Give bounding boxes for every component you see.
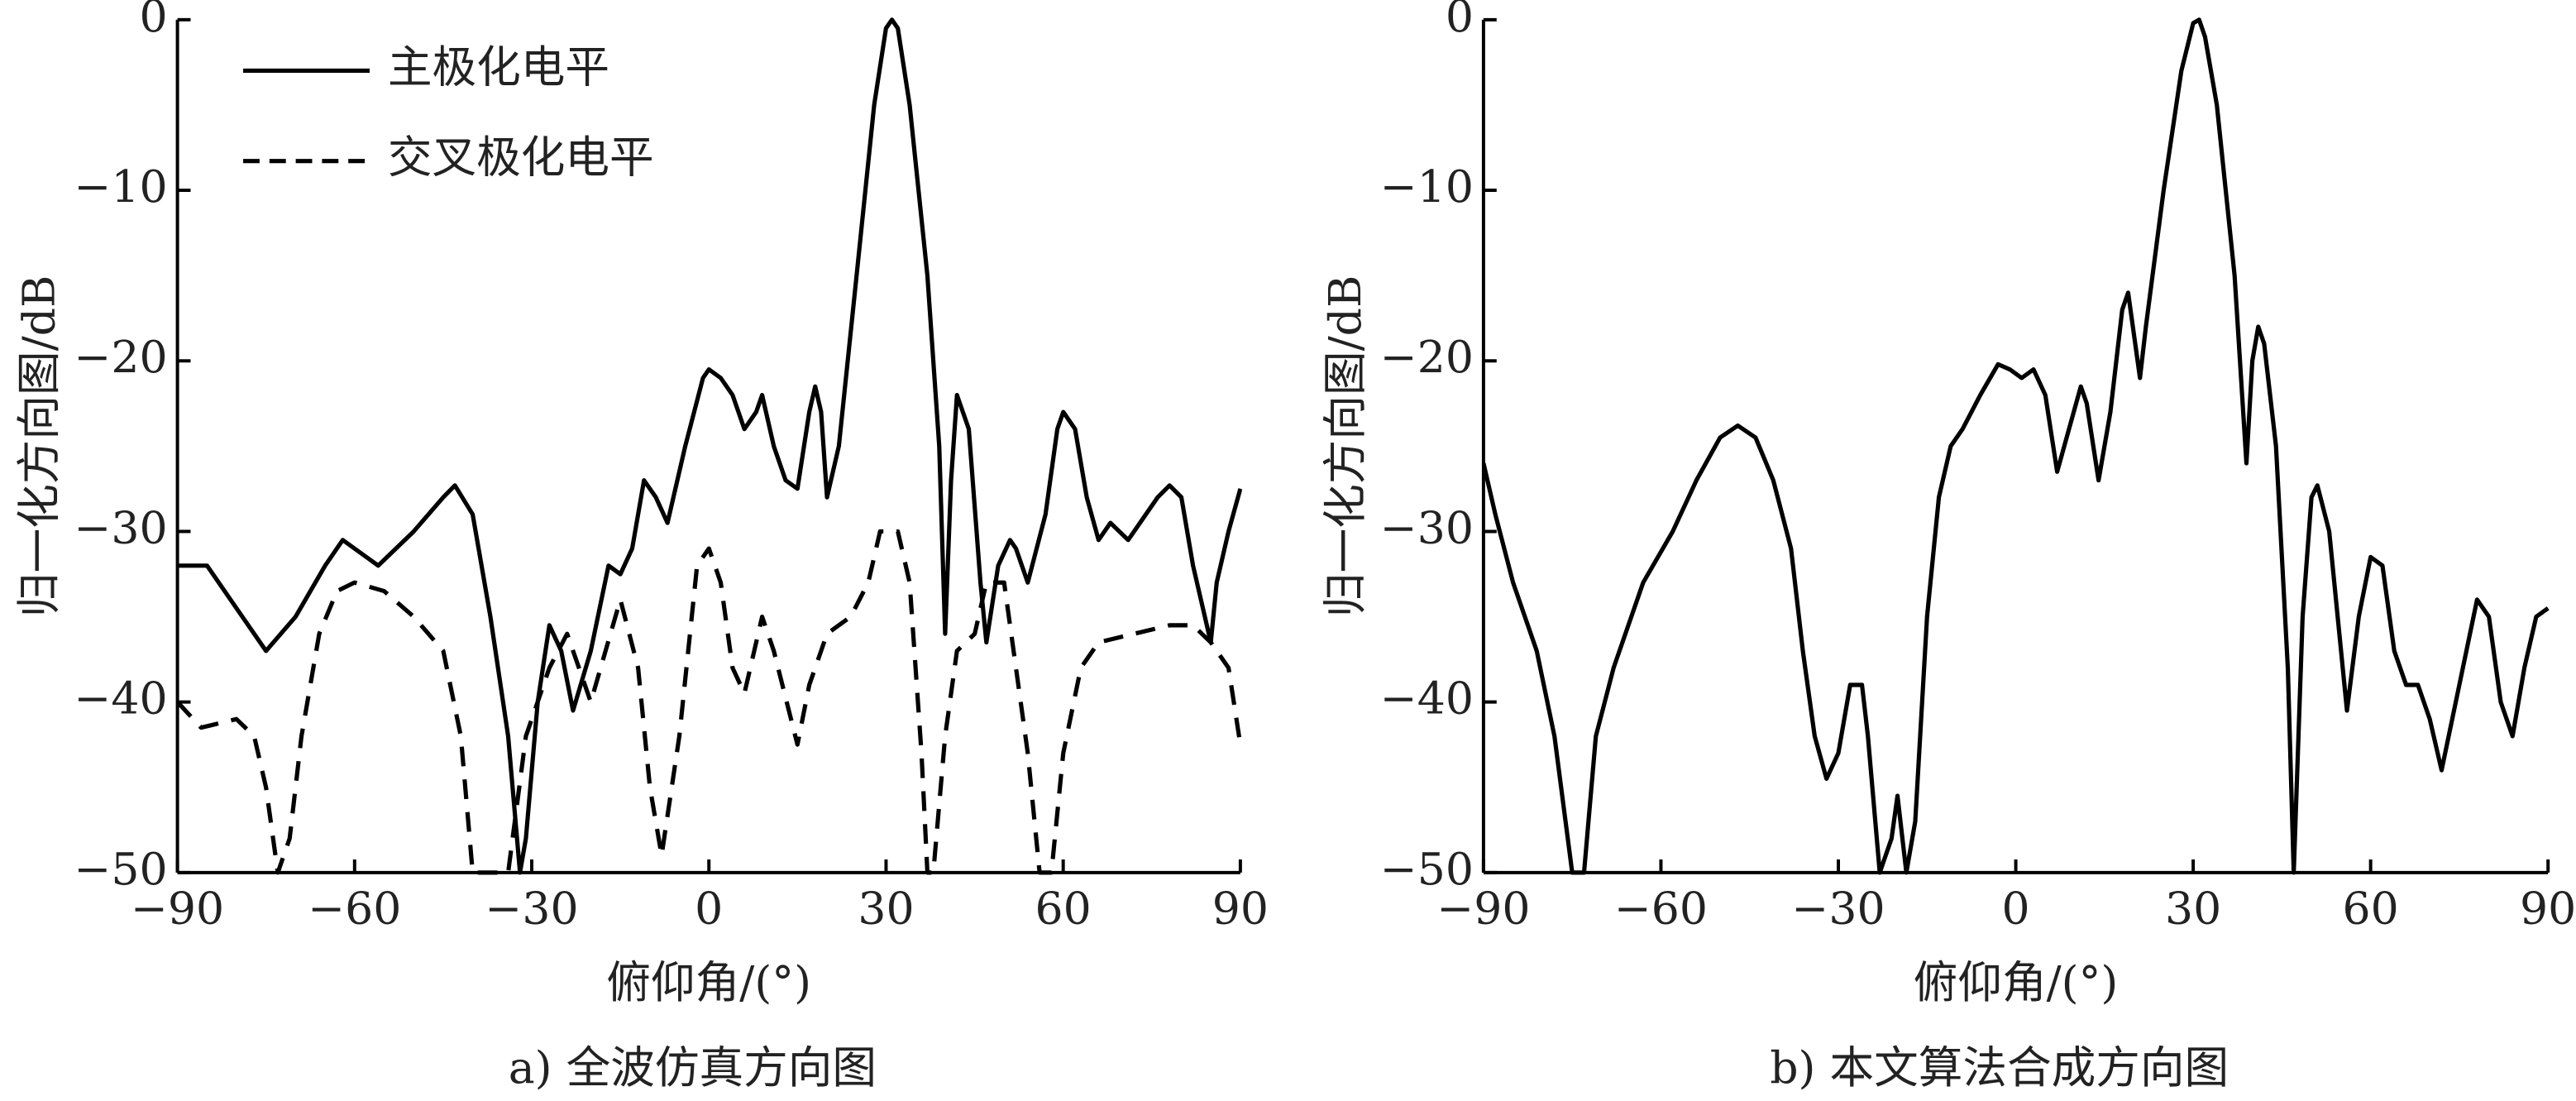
x-tick-label: −60 [1614, 883, 1708, 935]
y-tick-label: 0 [1446, 0, 1474, 42]
y-tick-label: −10 [74, 160, 167, 213]
y-tick-label: −40 [74, 673, 167, 725]
x-tick-label: −90 [131, 883, 224, 935]
y-tick-label: −30 [74, 501, 167, 553]
x-tick-label: −30 [485, 883, 578, 935]
legend-label: 主极化电平 [388, 41, 609, 93]
x-tick-label: 90 [1212, 883, 1269, 935]
x-axis-label: 俯仰角/(°) [606, 956, 811, 1008]
x-tick-label: −30 [1791, 883, 1885, 935]
x-tick-label: 60 [2343, 883, 2399, 935]
y-axis-label: 归一化方向图/dB [1319, 275, 1371, 618]
y-tick-label: −40 [1380, 673, 1474, 725]
line-series [177, 529, 1242, 875]
x-tick-label: −60 [308, 883, 401, 935]
x-tick-label: 0 [695, 883, 723, 935]
y-tick-label: −10 [1380, 160, 1474, 213]
y-tick-label: 0 [140, 0, 168, 42]
y-tick-label: −20 [74, 331, 167, 383]
y-tick-label: −50 [74, 843, 167, 895]
y-tick-label: −30 [1380, 501, 1474, 553]
x-tick-label: 30 [858, 883, 914, 935]
line-series [1483, 17, 2550, 875]
x-tick-label: 0 [2001, 883, 2029, 935]
x-axis-label: 俯仰角/(°) [1914, 956, 2119, 1008]
line-series [177, 17, 1242, 875]
legend-label: 交叉极化电平 [388, 132, 654, 184]
x-tick-label: −90 [1436, 883, 1530, 935]
y-axis-label: 归一化方向图/dB [13, 275, 65, 618]
y-tick-label: −20 [1380, 331, 1474, 383]
y-tick-label: −50 [1380, 843, 1474, 895]
x-tick-label: 60 [1035, 883, 1092, 935]
caption: a) 全波仿真方向图 [509, 1041, 877, 1094]
x-tick-label: 30 [2165, 883, 2221, 935]
caption: b) 本文算法合成方向图 [1770, 1041, 2229, 1094]
x-tick-label: 90 [2520, 883, 2576, 935]
